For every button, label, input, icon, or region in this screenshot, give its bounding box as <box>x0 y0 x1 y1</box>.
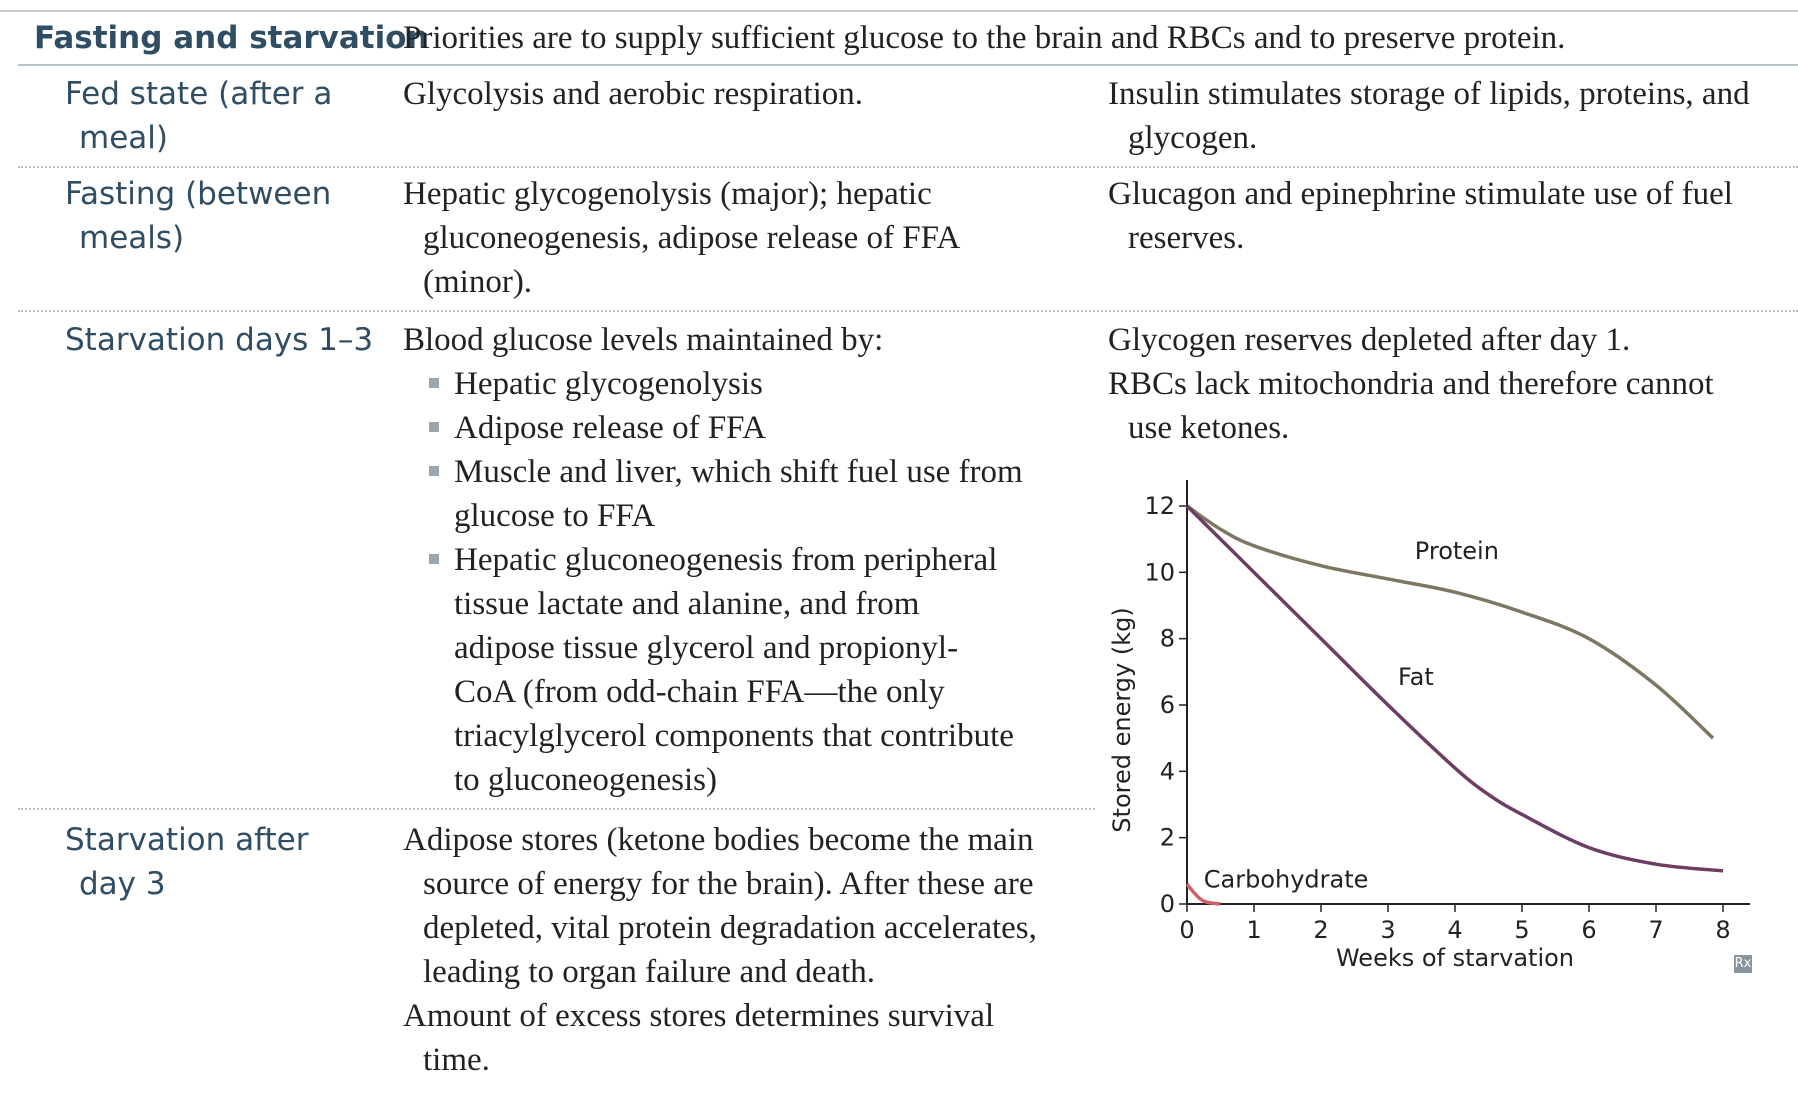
row-starvation-after-3-col2: Adipose stores (ketone bodies become the… <box>403 818 1037 1082</box>
cell-line: Glycolysis and aerobic respiration. <box>403 76 864 112</box>
y-tick-label: 6 <box>1160 691 1175 719</box>
row-starvation-after-3-label: Starvation after day 3 <box>65 818 309 906</box>
header-label: Fasting and starvation <box>34 20 429 56</box>
x-tick-label: 6 <box>1581 916 1596 944</box>
y-tick-label: 4 <box>1160 757 1175 785</box>
y-tick-label: 2 <box>1160 824 1175 852</box>
y-tick-label: 10 <box>1144 558 1175 586</box>
cell-line: gluconeogenesis, adipose release of FFA <box>423 220 961 256</box>
bullet-line: to gluconeogenesis) <box>454 762 718 798</box>
x-tick-label: 2 <box>1313 916 1328 944</box>
bullet-item: Adipose release of FFA <box>403 406 1103 450</box>
bullet-item: Hepatic gluconeogenesis from peripheral … <box>403 538 1103 802</box>
x-tick-label: 0 <box>1179 916 1194 944</box>
cell-line: Adipose stores (ketone bodies become the… <box>403 822 1034 858</box>
header-divider <box>18 64 1798 66</box>
bullet-line: tissue lactate and alanine, and from <box>454 586 920 622</box>
cell-line: Amount of excess stores determines survi… <box>403 998 995 1034</box>
row-fed-label: Fed state (after a meal) <box>65 72 332 160</box>
protein-series-label: Protein <box>1415 537 1499 565</box>
cell-line: depleted, vital protein degradation acce… <box>423 910 1037 946</box>
y-tick-label: 8 <box>1160 625 1175 653</box>
bullet-line: Muscle and liver, which shift fuel use f… <box>454 454 1023 490</box>
row-fasting-col2: Hepatic glycogenolysis (major); hepatic … <box>403 172 960 304</box>
rx-logo: Rx <box>1734 955 1752 973</box>
cell-line: RBCs lack mitochondria and therefore can… <box>1108 366 1714 402</box>
bullet-list: Hepatic glycogenolysis Adipose release o… <box>403 362 1103 802</box>
row-divider <box>18 166 1798 168</box>
cell-line: reserves. <box>1128 220 1245 256</box>
y-tick-label: 12 <box>1144 492 1175 520</box>
cell-line: glycogen. <box>1128 120 1258 156</box>
fat-line <box>1185 504 1724 873</box>
row-label-line: Fasting (between <box>65 176 332 212</box>
bullet-line: adipose tissue glycerol and propionyl- <box>454 630 959 666</box>
y-axis-label: Stored energy (kg) <box>1108 607 1136 832</box>
row-fed-col3: Insulin stimulates storage of lipids, pr… <box>1108 72 1750 160</box>
row-divider <box>18 310 1798 312</box>
x-tick-label: 4 <box>1447 916 1462 944</box>
carbohydrate-line <box>1185 883 1221 906</box>
x-tick-label: 8 <box>1715 916 1730 944</box>
row-label-line: meals) <box>79 220 185 256</box>
row-starvation-1-3-col2: Blood glucose levels maintained by: Hepa… <box>403 318 1103 802</box>
bullet-line: Hepatic gluconeogenesis from peripheral <box>454 542 998 578</box>
row-divider <box>18 808 1095 810</box>
cell-line: leading to organ failure and death. <box>423 954 876 990</box>
y-tick-label: 0 <box>1160 890 1175 918</box>
row-starvation-1-3-col3: Glycogen reserves depleted after day 1. … <box>1108 318 1714 450</box>
fat-series-label: Fat <box>1398 663 1434 691</box>
cell-line: use ketones. <box>1128 410 1290 446</box>
cell-line: Glycogen reserves depleted after day 1. <box>1108 322 1631 358</box>
bullet-marker <box>429 554 439 564</box>
cell-line: source of energy for the brain). After t… <box>423 866 1034 902</box>
row-starvation-1-3-label: Starvation days 1–3 <box>65 318 373 362</box>
x-tick-label: 3 <box>1380 916 1395 944</box>
bullet-line: triacylglycerol components that contribu… <box>454 718 1014 754</box>
x-tick-label: 7 <box>1648 916 1663 944</box>
row-label-line: meal) <box>79 120 168 156</box>
row-fed-col2: Glycolysis and aerobic respiration. <box>403 72 863 116</box>
row-label-line: Starvation after <box>65 822 309 858</box>
row-label-line: day 3 <box>79 866 166 902</box>
cell-line: (minor). <box>423 264 533 300</box>
bullet-line: Hepatic glycogenolysis <box>454 366 763 402</box>
row-fasting-label: Fasting (between meals) <box>65 172 331 260</box>
bullet-item: Hepatic glycogenolysis <box>403 362 1103 406</box>
bullet-line: CoA (from odd-chain FFA—the only <box>454 674 945 710</box>
x-axis-label: Weeks of starvation <box>1336 944 1574 972</box>
bullet-line: Adipose release of FFA <box>454 410 766 446</box>
cell-intro: Blood glucose levels maintained by: <box>403 322 884 358</box>
row-label-line: Fed state (after a <box>65 76 333 112</box>
cell-line: time. <box>423 1042 490 1078</box>
x-tick-label: 5 <box>1514 916 1529 944</box>
bullet-marker <box>429 422 439 432</box>
bullet-line: glucose to FFA <box>454 498 656 534</box>
cell-line: Insulin stimulates storage of lipids, pr… <box>1108 76 1750 112</box>
x-tick-label: 1 <box>1246 916 1261 944</box>
bullet-marker <box>429 466 439 476</box>
top-rule <box>0 10 1798 12</box>
row-label-line: Starvation days 1–3 <box>65 322 374 358</box>
header-text: Priorities are to supply sufficient gluc… <box>403 20 1566 56</box>
row-fasting-col3: Glucagon and epinephrine stimulate use o… <box>1108 172 1733 260</box>
cell-line: Glucagon and epinephrine stimulate use o… <box>1108 176 1733 212</box>
bullet-marker <box>429 378 439 388</box>
cell-line: Hepatic glycogenolysis (major); hepatic <box>403 176 932 212</box>
protein-line <box>1186 504 1715 740</box>
carbohydrate-series-label: Carbohydrate <box>1204 865 1369 893</box>
bullet-item: Muscle and liver, which shift fuel use f… <box>403 450 1103 538</box>
